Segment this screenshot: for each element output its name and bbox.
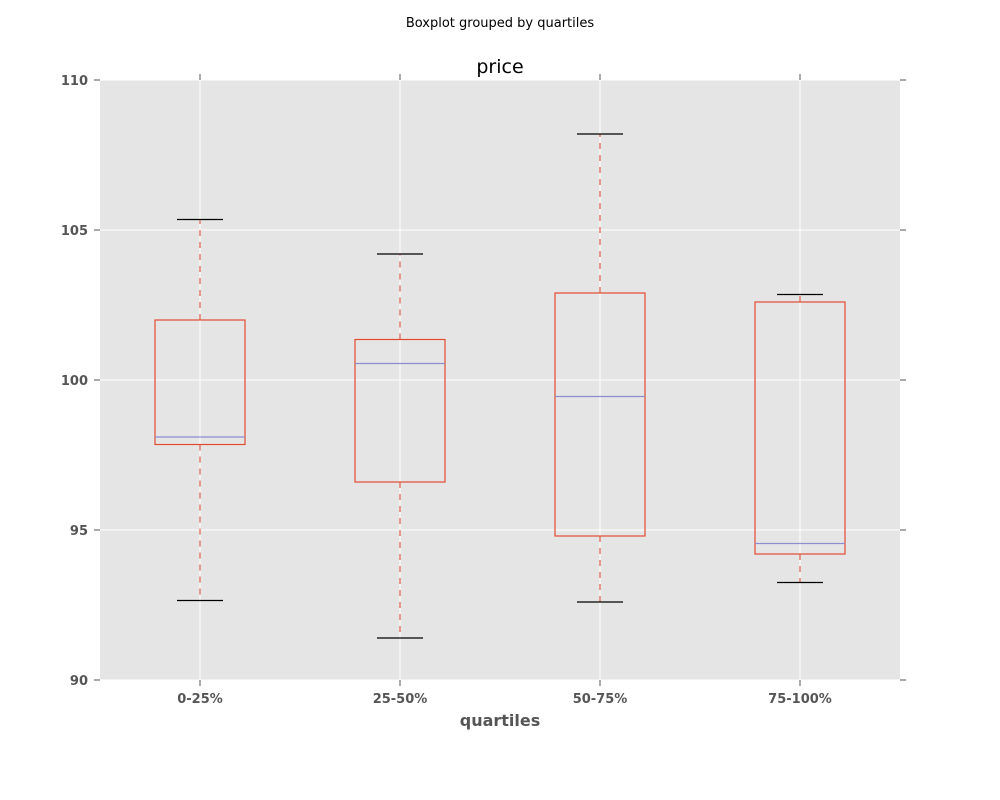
- y-tick-label: 100: [61, 374, 88, 389]
- box-series: [154, 133, 846, 639]
- y-tick-label: 95: [70, 524, 88, 539]
- box-group: [354, 253, 446, 639]
- y-tick-label: 105: [61, 224, 88, 239]
- x-tick-label: 0-25%: [177, 692, 223, 707]
- x-tick-label: 25-50%: [373, 692, 428, 707]
- iqr-box: [554, 292, 646, 537]
- x-tick-label: 75-100%: [768, 692, 832, 707]
- box-group: [754, 293, 846, 584]
- chart-suptitle: Boxplot grouped by quartiles: [406, 16, 595, 31]
- box-group: [554, 133, 646, 603]
- y-tick-label: 110: [61, 74, 88, 89]
- y-tick-label: 90: [70, 674, 88, 689]
- iqr-box: [154, 319, 246, 446]
- box-group: [154, 218, 246, 602]
- x-axis-label: quartiles: [460, 711, 541, 730]
- axis-ticks: 90 95 100 105 110 0-25% 25-50% 50-75% 75-100%: [61, 74, 906, 707]
- iqr-box: [354, 338, 446, 483]
- axes-title: price: [476, 56, 523, 78]
- x-tick-label: 50-75%: [573, 692, 628, 707]
- iqr-box: [754, 301, 846, 555]
